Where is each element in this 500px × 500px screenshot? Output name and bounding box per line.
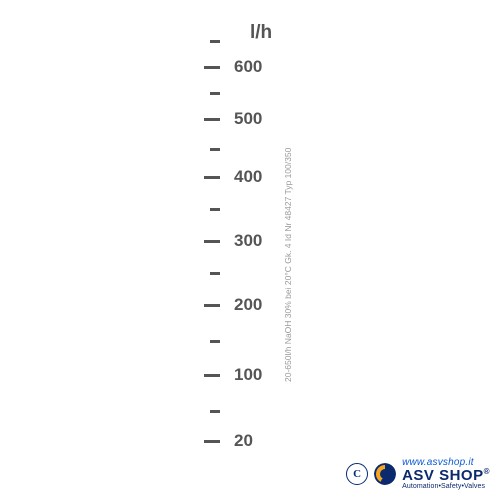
major-tick	[204, 374, 220, 377]
tick-label: 100	[234, 365, 262, 385]
minor-tick	[210, 272, 220, 275]
major-tick	[204, 176, 220, 179]
tick-label: 600	[234, 57, 262, 77]
swirl-icon	[374, 463, 396, 485]
minor-tick	[210, 410, 220, 413]
copyright-icon: C	[346, 463, 368, 485]
unit-label: l/h	[250, 22, 272, 44]
tick-label: 300	[234, 231, 262, 251]
brand-name: ASV SHOP®	[402, 468, 490, 483]
minor-tick	[210, 92, 220, 95]
major-tick	[204, 304, 220, 307]
major-tick	[204, 66, 220, 69]
minor-tick	[210, 40, 220, 43]
major-tick	[204, 240, 220, 243]
tick-label: 200	[234, 295, 262, 315]
brand-text: www.asvshop.it ASV SHOP® Automation•Safe…	[402, 458, 490, 490]
flowmeter-scale-image: l/h 600 500 400 300 200 100 20 20-650l/h NaOH …	[0, 0, 500, 500]
scale-spec-caption: 20-650l/h NaOH 30% bei 20°C Gk. 4 Id Nr …	[283, 148, 293, 382]
brand-tagline: Automation•Safety•Valves	[402, 483, 490, 490]
brand-logo: C www.asvshop.it ASV SHOP® Automation•Sa…	[346, 458, 490, 490]
tick-label: 20	[234, 431, 253, 451]
tick-label: 400	[234, 167, 262, 187]
minor-tick	[210, 148, 220, 151]
major-tick	[204, 118, 220, 121]
minor-tick	[210, 208, 220, 211]
tick-label: 500	[234, 109, 262, 129]
major-tick	[204, 440, 220, 443]
minor-tick	[210, 340, 220, 343]
